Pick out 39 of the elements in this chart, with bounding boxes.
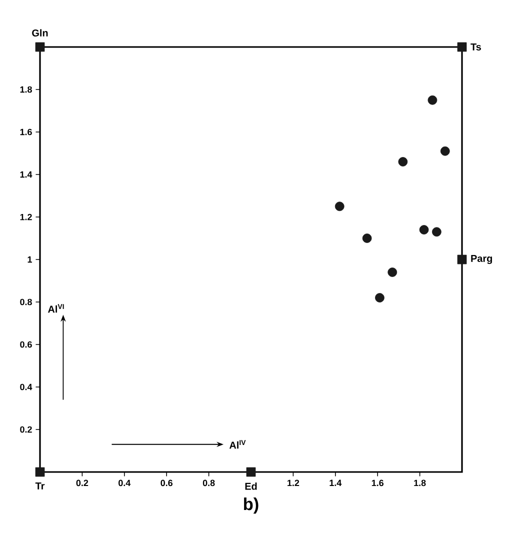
x-tick-label: 1.6	[372, 480, 384, 486]
annotation: Parg	[471, 255, 492, 264]
point	[246, 467, 256, 477]
point	[388, 268, 398, 277]
point	[457, 254, 467, 264]
y-tick-label: 0.6	[20, 341, 32, 348]
point	[428, 95, 438, 105]
annotation: Ts	[470, 44, 481, 50]
annotation: Ed	[245, 482, 257, 490]
y-tick-label: 1.8	[20, 86, 32, 93]
point	[398, 157, 408, 166]
x-axis-title: Al$^{IV}$	[229, 440, 246, 449]
x-tick-label: 0.4	[118, 480, 131, 486]
annotation: Gln	[32, 29, 48, 36]
y-tick-label: 1.6	[20, 128, 32, 136]
point	[419, 225, 429, 234]
annotation: Tr	[35, 482, 45, 490]
point	[35, 467, 45, 477]
point	[35, 42, 45, 52]
y-tick-label: 1.4	[20, 171, 32, 178]
y-tick-label: 0.2	[20, 426, 32, 433]
y-axis-title: Al$^{VI}$	[48, 304, 64, 313]
y-tick-label: 1	[28, 256, 32, 263]
point	[457, 42, 467, 52]
x-tick-label: 1.8	[414, 480, 426, 486]
point	[375, 293, 384, 302]
x-tick-label: 0.2	[76, 480, 88, 486]
x-tick-label: 0.6	[160, 480, 173, 486]
y-tick-label: 0.4	[20, 384, 32, 390]
point	[432, 227, 442, 237]
point	[334, 202, 344, 212]
point	[362, 234, 372, 243]
point	[440, 146, 450, 156]
y-tick-label: 1.2	[20, 214, 32, 220]
x-tick-label: 0.8	[202, 480, 215, 486]
text: b)	[244, 498, 258, 514]
x-tick-label: 1.4	[330, 480, 342, 486]
x-tick-label: 1.2	[288, 480, 300, 486]
y-tick-label: 0.8	[20, 298, 32, 306]
